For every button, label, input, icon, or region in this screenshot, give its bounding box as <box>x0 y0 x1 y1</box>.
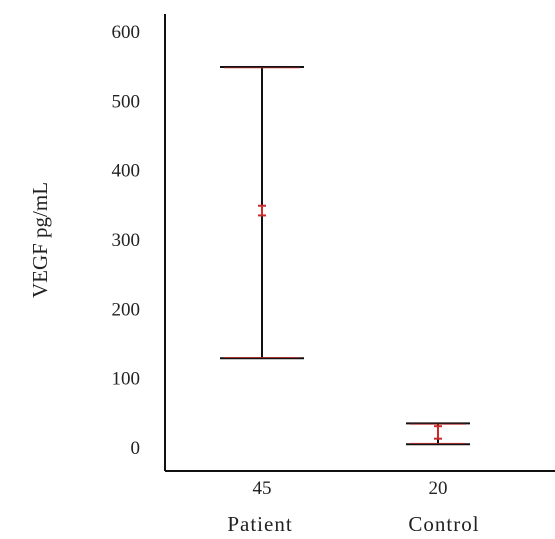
y-tick-label: 300 <box>112 230 141 251</box>
category-label-control: Control <box>408 512 479 536</box>
y-tick-label: 500 <box>112 91 141 112</box>
y-tick-label: 0 <box>131 438 141 459</box>
y-axis-title: VEGF pg/mL <box>28 182 52 298</box>
x-labels: 45 Patient 20 Control <box>227 478 479 536</box>
y-tick-label: 600 <box>112 22 141 43</box>
axes <box>164 14 555 472</box>
y-tick-label: 100 <box>112 369 141 390</box>
y-tick-label: 400 <box>112 161 141 182</box>
category-label-patient: Patient <box>227 512 292 536</box>
count-label-control: 20 <box>429 478 448 499</box>
error-bars <box>220 66 470 446</box>
y-tick-label: 200 <box>112 299 141 320</box>
count-label-patient: 45 <box>253 478 272 499</box>
y-tick-labels: 0 100 200 300 400 500 600 <box>112 22 141 459</box>
